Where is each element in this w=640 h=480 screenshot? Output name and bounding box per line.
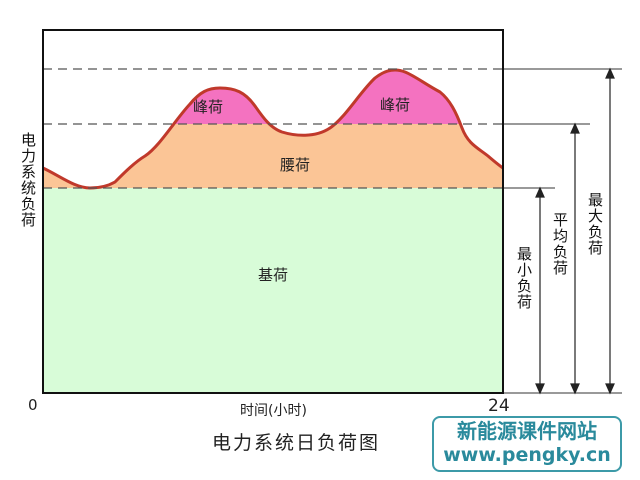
base-region (43, 188, 503, 393)
max-load-label: 最大负荷 (586, 192, 604, 256)
watermark-line2: www.pengky.cn (443, 444, 611, 466)
waist-label: 腰荷 (280, 156, 311, 174)
base-label: 基荷 (258, 266, 289, 284)
min-load-label: 最小负荷 (515, 246, 533, 310)
peak-label-2: 峰荷 (380, 96, 411, 114)
x-axis-label: 时间(小时) (240, 403, 307, 419)
diagram-title: 电力系统日负荷图 (212, 432, 381, 454)
x-start-label: 0 (28, 396, 38, 414)
peak-label-1: 峰荷 (193, 98, 224, 116)
y-axis-label: 电力系统负荷 (19, 132, 37, 228)
watermark-line1: 新能源课件网站 (457, 419, 597, 443)
waist-region (43, 124, 503, 188)
plot-frame (42, 29, 504, 394)
peak-region (43, 70, 503, 124)
level-lines (43, 68, 503, 189)
watermark-logo: 新能源课件网站 www.pengky.cn (432, 416, 622, 472)
load-curve (42, 68, 504, 190)
x-end-label: 24 (488, 396, 510, 416)
avg-load-label: 平均负荷 (551, 212, 569, 276)
